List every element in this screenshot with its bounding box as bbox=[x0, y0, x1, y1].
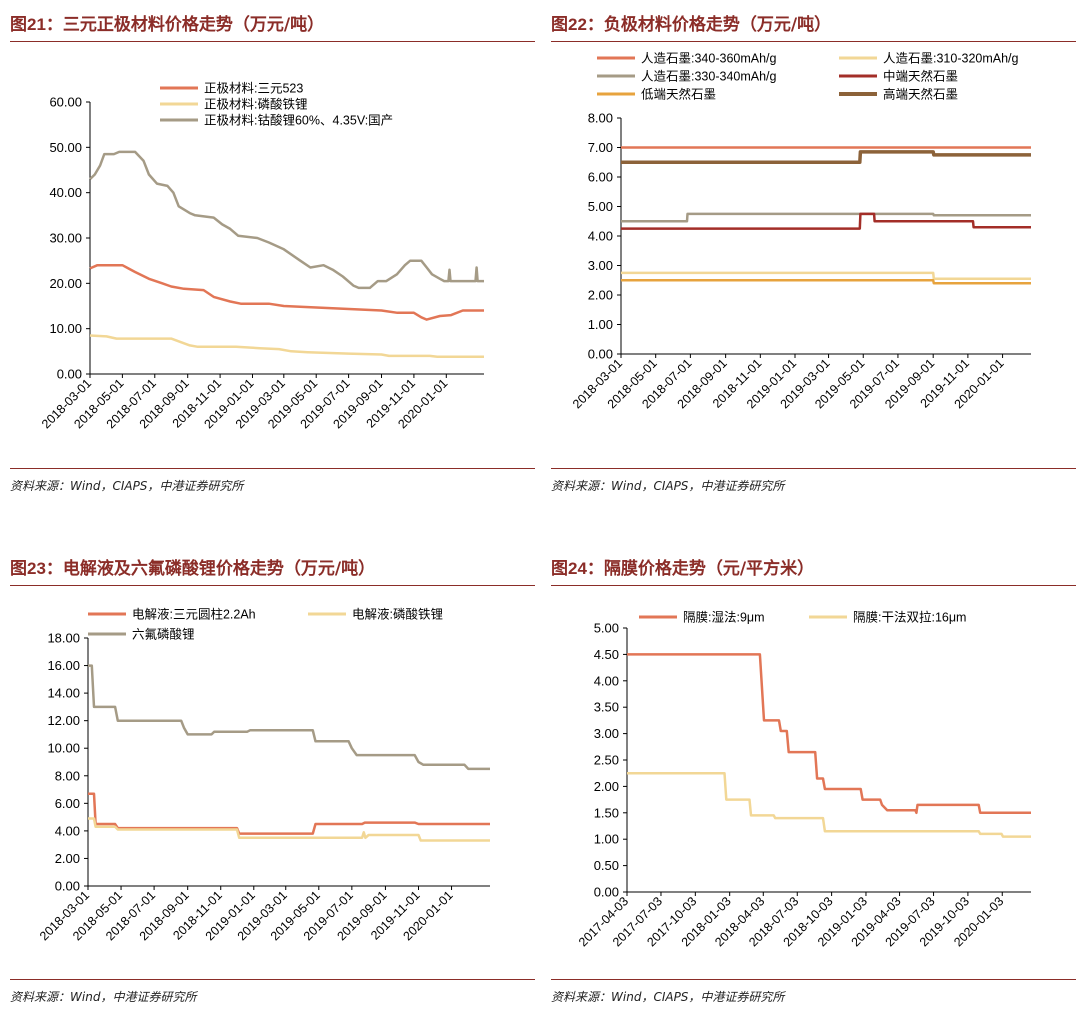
y-tick-label: 3.00 bbox=[594, 726, 619, 741]
line-chart: 0.001.002.003.004.005.006.007.008.002018… bbox=[570, 52, 1031, 411]
legend-label-6: 高端天然石墨 bbox=[883, 87, 958, 102]
legend-label-1: 电解液:三元圆柱2.2Ah bbox=[132, 607, 256, 622]
source-rule bbox=[551, 979, 1076, 980]
y-tick-label: 5.00 bbox=[594, 621, 619, 636]
y-tick-label: 18.00 bbox=[47, 631, 80, 646]
series-line-1 bbox=[627, 653, 1031, 815]
y-tick-label: 6.00 bbox=[55, 796, 80, 811]
legend-label-3: 正极材料:钴酸锂60%、4.35V:国产 bbox=[204, 113, 393, 128]
y-tick-label: 1.00 bbox=[588, 317, 613, 332]
y-tick-label: 1.00 bbox=[594, 832, 619, 847]
legend-label-1: 隔膜:湿法:9μm bbox=[683, 610, 765, 625]
y-tick-label: 16.00 bbox=[47, 658, 80, 673]
source-rule bbox=[10, 468, 535, 469]
y-tick-label: 0.00 bbox=[588, 347, 613, 362]
source-note: 资料来源：Wind，中港证券研究所 bbox=[10, 990, 197, 1004]
source-note: 资料来源：Wind，CIAPS，中港证券研究所 bbox=[10, 479, 244, 493]
y-tick-label: 4.50 bbox=[594, 647, 619, 662]
legend-label-4: 中端天然石墨 bbox=[883, 69, 958, 84]
title-rule bbox=[10, 585, 535, 586]
chart-panel-21: 图21：三元正极材料价格走势（万元/吨） 0.00 10.00 20.00 30.00… bbox=[10, 10, 535, 500]
source-rule bbox=[551, 468, 1076, 469]
series-line-2 bbox=[621, 271, 1031, 281]
series-line-1 bbox=[88, 792, 490, 835]
chart-panel-23: 图23：电解液及六氟磷酸锂价格走势（万元/吨） 0.00 2.00 4.00 6.00… bbox=[10, 554, 535, 1014]
legend-label-2: 正极材料:磷酸铁锂 bbox=[204, 97, 307, 112]
title-rule bbox=[551, 585, 1076, 586]
series-line-6 bbox=[621, 150, 1031, 165]
y-tick-label: 0.00 bbox=[57, 367, 82, 382]
y-tick-label: 3.50 bbox=[594, 700, 619, 715]
line-chart: 0.00 2.00 4.00 6.00 8.00 10.00 12.00 14.00 16.00… bbox=[37, 607, 490, 943]
y-tick-label: 40.00 bbox=[49, 185, 82, 200]
y-tick-label: 0.00 bbox=[594, 885, 619, 900]
y-tick-label: 2.00 bbox=[55, 851, 80, 866]
y-tick-label: 2.00 bbox=[588, 288, 613, 303]
legend-label-2: 电解液:磷酸铁锂 bbox=[352, 607, 443, 622]
chart-title: 图24：隔膜价格走势（元/平方米） bbox=[551, 559, 815, 579]
legend-label-1: 正极材料:三元523 bbox=[204, 82, 303, 96]
chart-panel-22: 图22：负极材料价格走势（万元/吨） 0.00 1.00 2.00 3.00 4.00 5… bbox=[551, 10, 1076, 500]
series-line-1 bbox=[89, 263, 484, 321]
series-line-5 bbox=[621, 279, 1031, 285]
y-tick-label: 4.00 bbox=[594, 673, 619, 688]
y-tick-label: 2.00 bbox=[594, 779, 619, 794]
source-rule bbox=[10, 979, 535, 980]
y-tick-label: 0.00 bbox=[55, 879, 80, 894]
y-tick-label: 30.00 bbox=[49, 231, 82, 246]
series-line-2 bbox=[627, 771, 1031, 838]
legend-label-1: 人造石墨:340-360mAh/g bbox=[641, 52, 777, 66]
y-tick-label: 5.00 bbox=[588, 199, 613, 214]
chart-title: 图21：三元正极材料价格走势（万元/吨） bbox=[10, 15, 325, 35]
source-note: 资料来源：Wind，CIAPS，中港证券研究所 bbox=[551, 479, 785, 493]
legend-label-2: 隔膜:干法双拉:16μm bbox=[853, 610, 966, 625]
legend-label-5: 低端天然石墨 bbox=[641, 87, 716, 102]
y-tick-label: 7.00 bbox=[588, 140, 613, 155]
y-tick-label: 14.00 bbox=[47, 686, 80, 701]
y-tick-label: 10.00 bbox=[49, 321, 82, 336]
y-tick-label: 4.00 bbox=[588, 229, 613, 244]
series-line-2 bbox=[89, 334, 484, 359]
y-tick-label: 12.00 bbox=[47, 713, 80, 728]
series-line-2 bbox=[88, 817, 490, 842]
series-line-4 bbox=[621, 212, 1031, 230]
chart-title: 图22：负极材料价格走势（万元/吨） bbox=[551, 15, 832, 35]
chart-panel-24: 图24：隔膜价格走势（元/平方米） 0.00 0.50 1.00 1.50 2.00 2.… bbox=[551, 554, 1076, 1014]
series-line-3 bbox=[89, 150, 484, 290]
series-line-3 bbox=[88, 664, 490, 771]
y-tick-label: 50.00 bbox=[49, 140, 82, 155]
y-tick-label: 0.50 bbox=[594, 858, 619, 873]
y-tick-label: 60.00 bbox=[49, 95, 82, 110]
legend-label-3: 人造石墨:330-340mAh/g bbox=[641, 70, 777, 84]
legend-label-2: 人造石墨:310-320mAh/g bbox=[883, 52, 1019, 66]
y-tick-label: 6.00 bbox=[588, 170, 613, 185]
line-chart: 0.0010.0020.0030.0040.0050.0060.002018-0… bbox=[39, 82, 484, 431]
y-tick-label: 10.00 bbox=[47, 741, 80, 756]
legend-label-3: 六氟磷酸锂 bbox=[132, 627, 195, 642]
y-tick-label: 3.00 bbox=[588, 258, 613, 273]
line-chart: 0.00 0.50 1.00 1.50 2.00 2.50 3.00 3.50 4.00 4.50… bbox=[576, 610, 1031, 949]
y-tick-label: 8.00 bbox=[588, 111, 613, 126]
y-tick-label: 1.50 bbox=[594, 805, 619, 820]
title-rule bbox=[551, 41, 1076, 42]
y-tick-label: 20.00 bbox=[49, 276, 82, 291]
chart-title: 图23：电解液及六氟磷酸锂价格走势（万元/吨） bbox=[10, 559, 376, 579]
y-tick-label: 8.00 bbox=[55, 768, 80, 783]
title-rule bbox=[10, 41, 535, 42]
source-note: 资料来源：Wind，CIAPS，中港证券研究所 bbox=[551, 990, 785, 1004]
y-tick-label: 4.00 bbox=[55, 823, 80, 838]
series-line-3 bbox=[621, 212, 1031, 223]
y-tick-label: 2.50 bbox=[594, 753, 619, 768]
